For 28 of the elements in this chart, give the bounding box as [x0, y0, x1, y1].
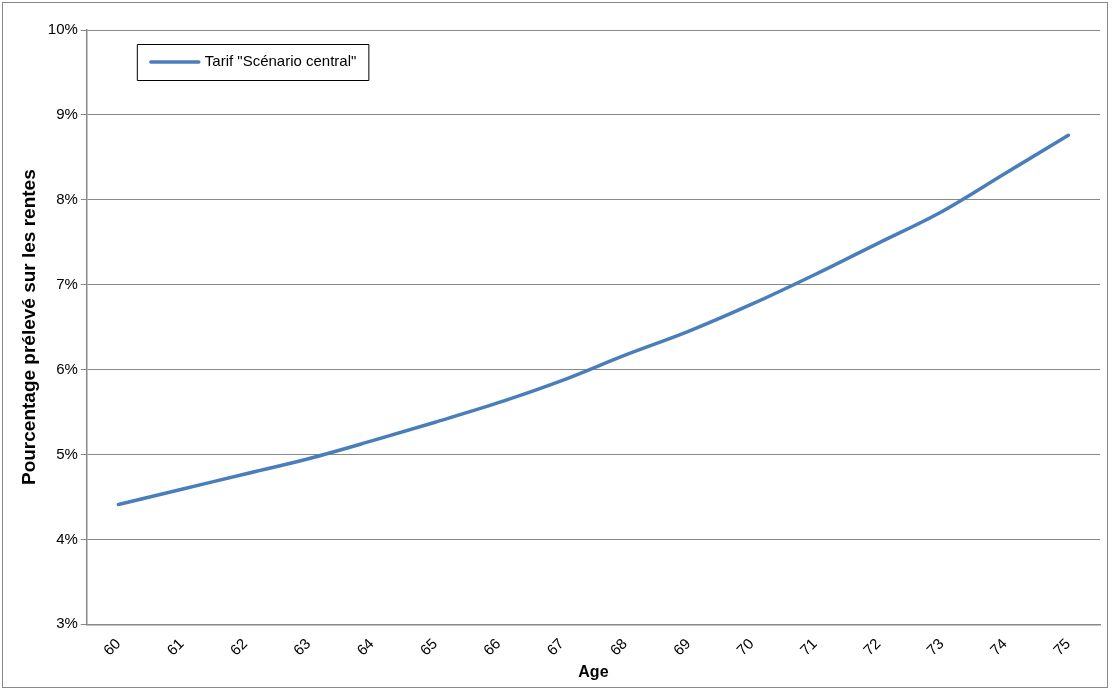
y-tick-label: 7%	[56, 274, 78, 292]
y-tick-label: 4%	[56, 529, 78, 547]
y-tick-label: 5%	[56, 444, 78, 462]
x-tick-label: 68	[606, 634, 631, 659]
x-tick-label: 64	[353, 634, 377, 659]
x-tick-label: 69	[669, 634, 694, 659]
y-tick-label: 9%	[56, 105, 78, 123]
x-tick-label: 71	[796, 634, 821, 659]
x-tick-label: 61	[163, 634, 187, 659]
y-axis-title: Pourcentage prélevé sur les rentes	[17, 169, 39, 486]
y-tick-label: 6%	[56, 359, 78, 377]
x-tick-label: 72	[859, 634, 884, 659]
y-tick-label: 10%	[47, 20, 78, 38]
x-tick-label: 74	[986, 634, 1011, 659]
x-tick-label: 65	[416, 634, 441, 659]
x-tick-label: 62	[226, 634, 251, 659]
x-tick-label: 75	[1049, 634, 1074, 659]
line-series	[116, 133, 1071, 507]
x-tick-label: 70	[732, 634, 757, 659]
x-tick-label: 66	[479, 634, 504, 659]
y-tick-label: 3%	[56, 614, 78, 632]
x-axis-title: Age	[578, 662, 609, 680]
x-tick-label: 67	[542, 634, 567, 659]
legend-label: Tarif "Scénario central"	[204, 52, 357, 70]
x-tick-label: 60	[99, 634, 124, 659]
y-tick-label: 8%	[56, 189, 78, 207]
x-tick-label: 63	[289, 634, 314, 659]
x-tick-label: 73	[922, 634, 947, 659]
